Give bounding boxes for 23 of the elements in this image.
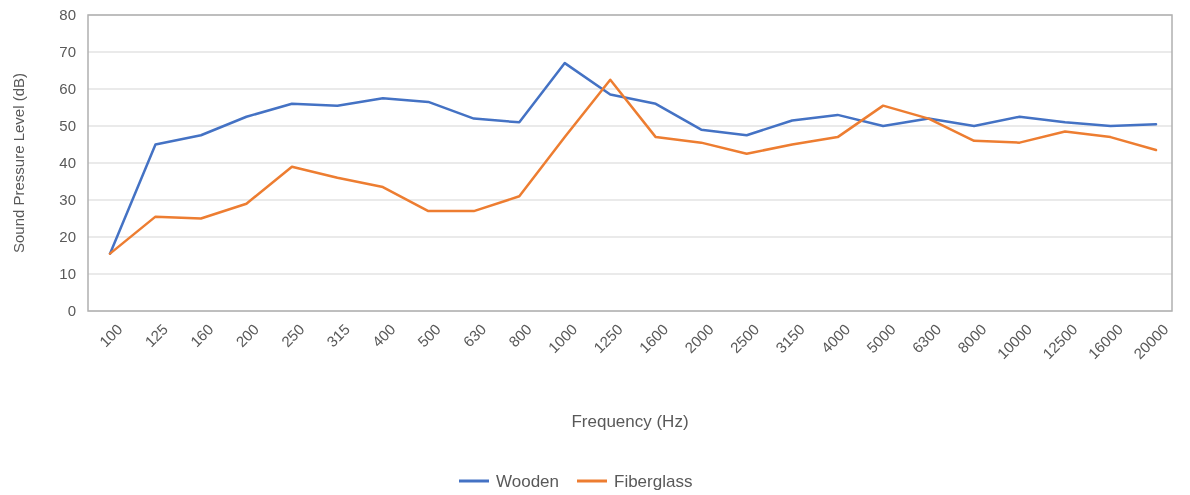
y-axis-title: Sound Pressure Level (dB) bbox=[10, 72, 27, 254]
y-tick-label: 50 bbox=[59, 117, 76, 135]
y-tick-label: 30 bbox=[59, 191, 76, 209]
x-axis-title: Frequency (Hz) bbox=[571, 412, 689, 431]
x-tick-label: 400 bbox=[368, 320, 399, 351]
x-tick-label: 800 bbox=[505, 320, 535, 351]
x-tick-label: 500 bbox=[414, 320, 444, 351]
x-tick-label: 160 bbox=[186, 320, 217, 351]
y-tick-label: 0 bbox=[67, 302, 76, 320]
x-tick-label: 100 bbox=[95, 320, 126, 351]
x-tick-label: 630 bbox=[459, 320, 490, 351]
x-tick-label: 250 bbox=[277, 320, 308, 351]
x-tick-label: 125 bbox=[141, 320, 172, 351]
y-tick-label: 40 bbox=[59, 154, 76, 172]
y-tick-label: 60 bbox=[59, 80, 76, 98]
x-tick-label: 315 bbox=[323, 320, 353, 351]
y-tick-label: 80 bbox=[59, 6, 76, 24]
legend-label: Fiberglass bbox=[614, 471, 693, 491]
y-tick-label: 70 bbox=[59, 43, 76, 61]
x-tick-label: 200 bbox=[232, 320, 262, 351]
legend-label: Wooden bbox=[496, 471, 560, 491]
y-tick-label: 20 bbox=[59, 228, 76, 246]
y-tick-label: 10 bbox=[59, 265, 76, 283]
